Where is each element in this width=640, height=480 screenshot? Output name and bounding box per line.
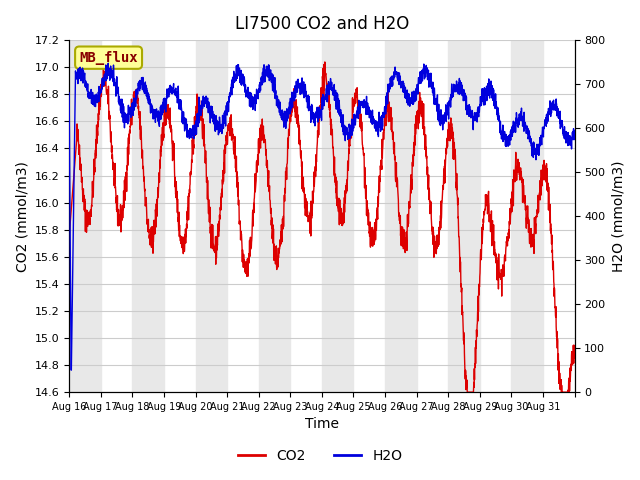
Bar	[259, 40, 291, 392]
Bar	[511, 40, 543, 392]
Y-axis label: H2O (mmol/m3): H2O (mmol/m3)	[611, 160, 625, 272]
Bar	[195, 40, 227, 392]
Legend: CO2, H2O: CO2, H2O	[232, 443, 408, 468]
Title: LI7500 CO2 and H2O: LI7500 CO2 and H2O	[235, 15, 409, 33]
X-axis label: Time: Time	[305, 418, 339, 432]
Y-axis label: CO2 (mmol/m3): CO2 (mmol/m3)	[15, 161, 29, 272]
Bar	[448, 40, 480, 392]
Bar	[385, 40, 417, 392]
Bar	[69, 40, 100, 392]
Text: MB_flux: MB_flux	[79, 51, 138, 65]
Bar	[132, 40, 164, 392]
Bar	[575, 40, 606, 392]
Bar	[322, 40, 353, 392]
